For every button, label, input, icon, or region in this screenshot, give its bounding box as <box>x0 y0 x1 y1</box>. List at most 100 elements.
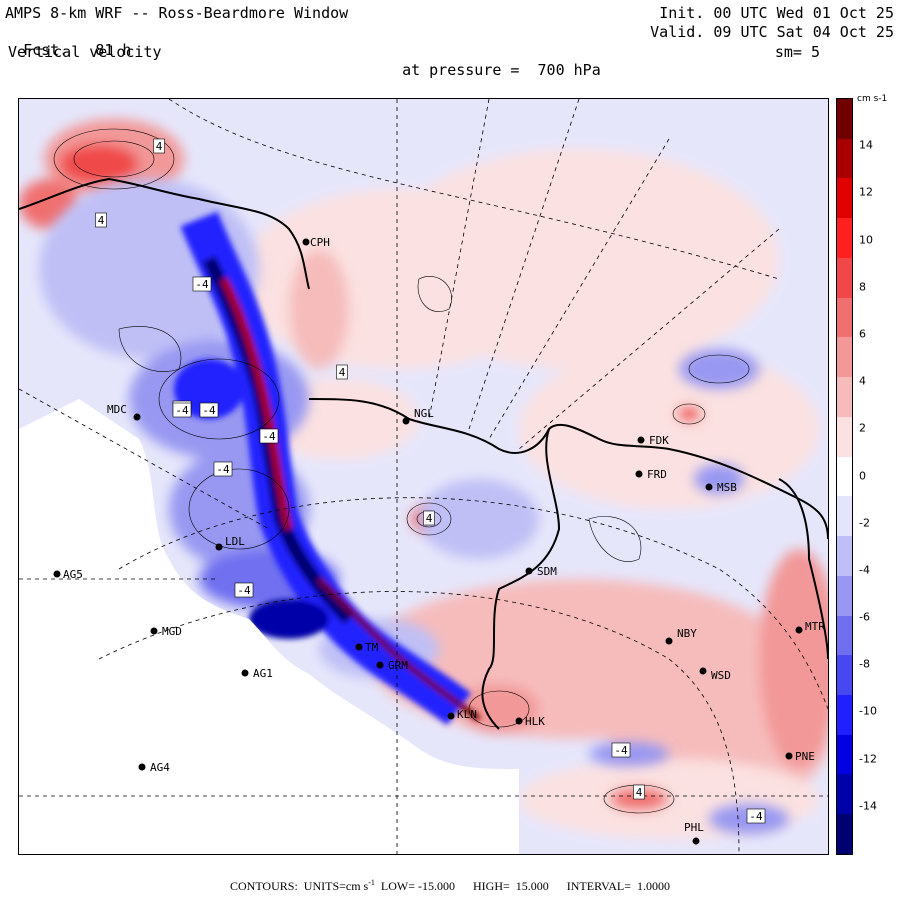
svg-text:-4: -4 <box>237 584 251 597</box>
station-phl[interactable]: PHL <box>684 821 704 845</box>
contours-label: CONTOURS: <box>229 879 298 893</box>
station-dot-icon <box>150 627 158 635</box>
colorbar-tick-label: -12 <box>859 752 877 766</box>
station-label: MTR <box>805 620 825 633</box>
station-dot-icon <box>795 626 803 634</box>
station-dot-icon <box>705 483 713 491</box>
forecast-hour: Fcst. 81 h <box>5 23 131 59</box>
station-ag5[interactable]: AG5 <box>53 568 83 581</box>
map-panel[interactable]: 44-4-4-4-44-4-44-44-4-4 CPHMDCNGLFDKFRDM… <box>18 98 829 855</box>
station-label: CPH <box>310 236 330 249</box>
colorbar-segment <box>837 297 852 338</box>
station-dot-icon <box>515 717 523 725</box>
station-dot-icon <box>785 752 793 760</box>
colorbar-segment <box>837 536 852 576</box>
station-label: FRD <box>647 468 667 481</box>
colorbar-segment <box>837 99 852 139</box>
vertical-velocity-field: 44-4-4-4-44-4-44-44-4-4 CPHMDCNGLFDKFRDM… <box>19 99 828 854</box>
svg-text:4: 4 <box>426 512 433 525</box>
svg-text:4: 4 <box>98 214 105 227</box>
low-label: LOW= <box>380 879 415 893</box>
high-value: 15.000 <box>515 879 549 893</box>
station-hlk[interactable]: HLK <box>515 715 546 728</box>
colorbar-tick-label: 14 <box>859 138 873 152</box>
contour-value-label: -4 <box>199 402 219 418</box>
station-msb[interactable]: MSB <box>705 481 738 494</box>
station-label: TM <box>365 641 379 654</box>
station-dot-icon <box>241 669 249 677</box>
colorbar-tick-label: -10 <box>859 704 877 718</box>
colorbar-tick-label: -14 <box>859 799 877 813</box>
station-dot-icon <box>215 543 223 551</box>
svg-text:4: 4 <box>339 366 346 379</box>
colorbar-segment <box>837 456 852 497</box>
station-grm[interactable]: GRM <box>376 659 409 672</box>
colorbar-segment <box>837 178 852 219</box>
coastline <box>19 177 828 730</box>
colorbar-tick-label: 6 <box>859 327 866 341</box>
station-frd[interactable]: FRD <box>635 468 667 481</box>
colorbar-units: cm s-1 <box>857 94 888 104</box>
station-dot-icon <box>355 643 363 651</box>
svg-text:4: 4 <box>156 140 163 153</box>
colorbar-segment <box>837 655 852 696</box>
forecast-value: 81 h <box>95 41 132 59</box>
station-dot-icon <box>133 413 141 421</box>
station-mtr[interactable]: MTR <box>795 620 826 634</box>
station-label: WSD <box>711 669 731 682</box>
station-nby[interactable]: NBY <box>665 627 698 645</box>
station-label: AG4 <box>150 761 170 774</box>
colorbar-tick-label: -8 <box>859 657 870 671</box>
station-mdc[interactable]: MDC <box>107 403 141 421</box>
colorbar-segment <box>837 615 852 656</box>
station-sdm[interactable]: SDM <box>525 565 558 578</box>
smoothing: sm= 5 <box>774 43 820 61</box>
station-cph[interactable]: CPH <box>302 236 330 249</box>
svg-text:-4: -4 <box>202 404 216 417</box>
colorbar-tick-label: 8 <box>859 280 866 294</box>
low-value: -15.000 <box>417 879 455 893</box>
station-label: GRM <box>388 659 408 672</box>
station-label: MDC <box>107 403 127 416</box>
station-fdk[interactable]: FDK <box>637 434 670 447</box>
station-label: SDM <box>537 565 557 578</box>
station-pne[interactable]: PNE <box>785 750 815 763</box>
graticule <box>19 99 828 854</box>
colorbar-segment <box>837 218 852 258</box>
svg-text:-4: -4 <box>216 463 230 476</box>
station-kln[interactable]: KLN <box>447 708 477 721</box>
colorbar-tick-label: 2 <box>859 421 866 435</box>
interval-value: 1.0000 <box>637 879 670 893</box>
contour-value-label: -4 <box>234 582 254 598</box>
mountain-band <box>174 211 481 726</box>
station-ag1[interactable]: AG1 <box>241 667 273 680</box>
station-mgd[interactable]: MGD <box>150 625 182 638</box>
colorbar-segment <box>837 575 852 616</box>
station-ldl[interactable]: LDL <box>215 535 246 551</box>
station-label: KLN <box>457 708 477 721</box>
contour-value-label: -4 <box>192 276 212 292</box>
station-dot-icon <box>138 763 146 771</box>
colorbar-segment <box>837 814 852 854</box>
colorbar-segment <box>837 734 852 775</box>
contour-info: CONTOURS: UNITS=cm s-1 LOW= -15.000 HIGH… <box>0 878 900 894</box>
contour-value-label: -4 <box>172 402 192 418</box>
station-label: AG5 <box>63 568 83 581</box>
station-wsd[interactable]: WSD <box>699 667 731 683</box>
station-label: AG1 <box>253 667 273 680</box>
interval-label: INTERVAL= <box>566 879 631 893</box>
station-dot-icon <box>302 238 310 246</box>
station-label: PHL <box>684 821 704 834</box>
contour-value-label: -4 <box>259 428 279 444</box>
station-tm[interactable]: TM <box>355 641 379 654</box>
colorbar-segment <box>837 377 852 417</box>
pressure-level: at pressure = 700 hPa <box>384 43 601 79</box>
svg-text:-4: -4 <box>175 404 189 417</box>
colorbar-tick-label: 12 <box>859 185 873 199</box>
station-ag4[interactable]: AG4 <box>138 761 171 774</box>
station-ngl[interactable]: NGL <box>402 407 435 425</box>
map-title: AMPS 8-km WRF -- Ross-Beardmore Window <box>5 4 349 22</box>
station-dot-icon <box>525 567 533 575</box>
contour-value-label: 4 <box>95 212 107 228</box>
colorbar-tick-label: -4 <box>859 563 870 577</box>
